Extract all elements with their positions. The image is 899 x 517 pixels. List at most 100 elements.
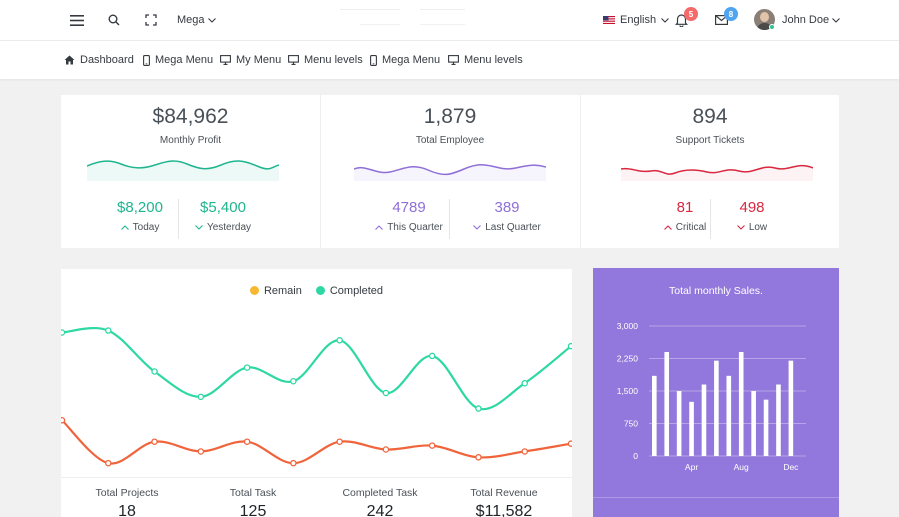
footer-divider — [593, 497, 839, 498]
mega-label: Mega — [177, 14, 205, 26]
data-point-remain — [61, 417, 66, 424]
bell-icon — [675, 14, 688, 27]
stat-sub-caption: Yesterday — [195, 222, 251, 233]
legend-item-completed[interactable]: Completed — [315, 285, 384, 297]
placeholder-line — [360, 24, 400, 25]
chevron-down-icon — [736, 225, 745, 230]
bar-sep — [751, 391, 756, 456]
stat-sub-caption: Low — [736, 222, 768, 233]
mobile-icon — [143, 54, 150, 66]
stat-sub-caption: This Quarter — [375, 222, 443, 233]
nav-item-label: Mega Menu — [382, 54, 441, 66]
nav-item-my-menu[interactable]: My Menu — [220, 41, 281, 79]
data-point-completed — [382, 389, 390, 397]
placeholder-line — [420, 24, 465, 25]
nav-item-label: Menu levels — [464, 54, 523, 66]
bar-chart: 3,000 2,250 1,500 750 0 Apr Aug Dec — [617, 321, 806, 472]
messages-button[interactable] — [715, 0, 728, 40]
summary-total-revenue: Total Revenue $11,582 — [444, 487, 564, 517]
placeholder-line — [340, 9, 400, 10]
y-tick-label: 3,000 — [617, 321, 639, 331]
stat-sub-label: Low — [748, 222, 768, 233]
summary-label: Completed Task — [342, 487, 418, 499]
chevron-up-icon — [663, 225, 672, 230]
nav-item-mega-menu-2[interactable]: Mega Menu — [370, 41, 440, 79]
stat-sub-caption: Today — [120, 222, 159, 233]
monthly-sales-panel: Total monthly Sales. 3,000 2,250 1,500 750 0… — [593, 268, 839, 517]
mobile-icon — [370, 54, 377, 66]
nav-item-menu-levels[interactable]: Menu levels — [288, 41, 363, 79]
search-icon — [108, 14, 120, 26]
stats-card: $84,962 Monthly Profit $8,200 Today $5,4… — [61, 95, 839, 248]
nav-item-dashboard[interactable]: Dashboard — [64, 41, 134, 79]
bar-aug — [738, 352, 744, 456]
line-chart-panel: Remain Completed Total Projects 18 Total… — [61, 269, 572, 517]
data-point-completed — [61, 329, 66, 336]
chevron-up-icon — [120, 225, 129, 230]
online-status-dot — [769, 24, 775, 30]
hamburger-icon — [70, 14, 84, 26]
data-point-completed — [521, 379, 528, 387]
bar-mar — [676, 391, 682, 456]
nav-item-menu-levels-2[interactable]: Menu levels — [448, 41, 523, 79]
series-line-remain — [61, 419, 572, 465]
user-name: John Doe — [782, 14, 830, 26]
fullscreen-icon — [145, 14, 157, 26]
sparkline — [354, 164, 546, 181]
data-point-remain — [428, 442, 436, 449]
y-tick-label: 750 — [624, 419, 638, 429]
summary-completed-task: Completed Task 242 — [320, 487, 440, 517]
top-bar: Mega English 5 8 John Doe — [0, 0, 899, 41]
menu-toggle-button[interactable] — [70, 0, 84, 40]
us-flag-icon — [603, 16, 615, 24]
nav-item-mega-menu[interactable]: Mega Menu — [143, 41, 213, 79]
bar-apr — [689, 401, 694, 456]
data-point-completed — [567, 342, 572, 350]
stat-sub-caption: Critical — [663, 222, 706, 233]
stat-sub-value: $5,400 — [200, 199, 246, 216]
search-button[interactable] — [108, 0, 120, 40]
chevron-down-icon — [832, 17, 840, 23]
legend-label: Completed — [329, 285, 384, 297]
summary-total-projects: Total Projects 18 — [67, 487, 187, 517]
legend-item-remain[interactable]: Remain — [249, 285, 302, 297]
notifications-button[interactable] — [675, 0, 688, 40]
chart-title: Total monthly Sales. — [669, 285, 763, 297]
y-tick-label: 2,250 — [617, 354, 639, 364]
x-tick-label: Apr — [685, 462, 698, 472]
data-point-completed — [428, 352, 436, 360]
bar-may — [701, 384, 707, 456]
summary-value: 242 — [366, 503, 394, 517]
data-point-completed — [197, 393, 205, 401]
data-point-completed — [290, 378, 297, 385]
messages-badge: 8 — [724, 7, 738, 21]
data-point-completed — [336, 337, 343, 344]
data-point-completed — [475, 405, 482, 412]
language-dropdown[interactable]: English — [603, 0, 669, 40]
bar-nov — [776, 384, 781, 456]
bar-jun — [714, 360, 719, 456]
stat-sub-value: 81 — [676, 199, 694, 216]
bar-dec — [788, 360, 794, 456]
stat-total-employee: 1,879 Total Employee 4789 This Quarter 3… — [320, 95, 579, 248]
fullscreen-button[interactable] — [145, 0, 157, 40]
stat-sub-value: $8,200 — [117, 199, 163, 216]
nav-item-label: Mega Menu — [155, 54, 214, 66]
stat-sub-this-quarter: 4789 This Quarter — [354, 199, 464, 235]
bar-oct — [763, 399, 769, 456]
stat-sub-last-quarter: 389 Last Quarter — [452, 199, 562, 235]
sparkline — [621, 164, 813, 181]
placeholder-line — [420, 9, 465, 10]
stat-sub-value: 498 — [739, 199, 765, 216]
user-menu-dropdown[interactable]: John Doe — [782, 0, 840, 40]
stat-label: Support Tickets — [675, 135, 745, 146]
summary-label: Total Task — [229, 487, 277, 499]
mega-dropdown[interactable]: Mega — [177, 0, 216, 40]
chevron-down-icon — [661, 17, 669, 23]
summary-label: Total Projects — [95, 487, 159, 499]
bar-jan — [652, 375, 657, 456]
line-chart — [61, 327, 572, 467]
divider — [178, 199, 179, 239]
data-point-completed — [105, 327, 112, 334]
stat-sub-label: This Quarter — [387, 222, 443, 233]
